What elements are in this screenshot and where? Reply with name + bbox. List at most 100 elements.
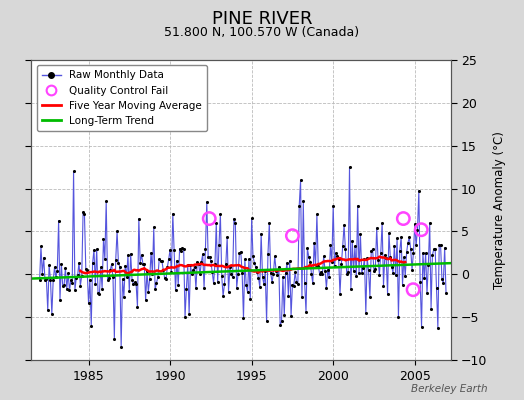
Point (166, 246, 174, 253)
Point (434, 325, 442, 331)
Point (361, 256, 369, 262)
Point (264, 251, 272, 257)
Point (284, 292, 292, 299)
Point (423, 290, 431, 296)
Point (210, 280, 218, 286)
Point (71, 286, 79, 293)
Point (48, 311, 56, 318)
Point (391, 272, 400, 278)
Point (343, 271, 351, 278)
Point (238, 270, 246, 276)
Point (409, 286, 417, 293)
Point (189, 267, 198, 273)
Point (435, 242, 443, 248)
Point (379, 282, 388, 289)
Point (325, 274, 333, 280)
Point (116, 264, 124, 270)
Point (67, 277, 75, 283)
Point (137, 252, 146, 258)
Point (132, 281, 140, 287)
Point (94, 290, 102, 297)
Point (133, 304, 141, 310)
Point (112, 257, 120, 263)
Point (180, 246, 188, 252)
Point (37, 243, 45, 250)
Point (252, 264, 260, 270)
Point (380, 252, 389, 258)
Point (235, 250, 244, 256)
Point (257, 230, 265, 237)
Point (86, 277, 94, 283)
Point (57, 261, 66, 267)
Point (80, 211, 89, 218)
Point (428, 252, 436, 258)
Point (212, 219, 221, 226)
Point (279, 274, 287, 280)
Point (355, 270, 363, 276)
Point (317, 269, 325, 275)
Point (101, 256, 109, 262)
Point (69, 168, 78, 175)
Point (139, 260, 147, 267)
Point (106, 267, 114, 273)
Point (307, 270, 315, 277)
Point (109, 274, 117, 280)
Point (310, 240, 319, 246)
Point (143, 268, 151, 275)
Point (76, 282, 84, 289)
Point (83, 267, 91, 273)
Point (321, 268, 329, 274)
Point (205, 215, 213, 222)
Point (404, 239, 412, 246)
Point (50, 264, 59, 270)
Point (158, 258, 166, 264)
Point (336, 291, 344, 297)
Point (362, 310, 370, 316)
Point (280, 312, 288, 318)
Point (231, 220, 239, 226)
Point (389, 270, 397, 276)
Point (91, 281, 100, 288)
Point (258, 274, 267, 280)
Point (144, 288, 152, 295)
Point (276, 322, 285, 329)
Point (275, 264, 283, 270)
Point (298, 294, 306, 300)
Point (208, 269, 216, 275)
Point (56, 296, 64, 303)
Point (62, 285, 71, 292)
Point (36, 277, 44, 284)
Point (239, 315, 248, 322)
Text: PINE RIVER: PINE RIVER (212, 10, 312, 28)
Point (182, 286, 191, 292)
Point (377, 250, 385, 256)
Point (217, 273, 226, 280)
Point (348, 238, 356, 244)
Point (320, 253, 328, 260)
Point (375, 272, 384, 278)
Point (230, 215, 238, 222)
Point (110, 335, 118, 342)
Point (295, 202, 303, 209)
Point (354, 202, 362, 209)
Point (226, 264, 234, 270)
Point (140, 261, 148, 268)
Point (347, 286, 355, 292)
Point (72, 274, 81, 281)
Point (414, 188, 423, 194)
Point (397, 234, 406, 240)
Point (288, 232, 297, 239)
Point (233, 284, 241, 291)
Point (384, 291, 392, 297)
Point (147, 250, 155, 256)
Point (82, 266, 90, 272)
Point (269, 270, 278, 277)
Point (261, 268, 269, 275)
Point (206, 258, 215, 264)
Point (254, 274, 263, 281)
Point (220, 281, 228, 288)
Point (390, 243, 399, 250)
Point (345, 164, 354, 170)
Point (277, 318, 286, 325)
Point (171, 287, 180, 293)
